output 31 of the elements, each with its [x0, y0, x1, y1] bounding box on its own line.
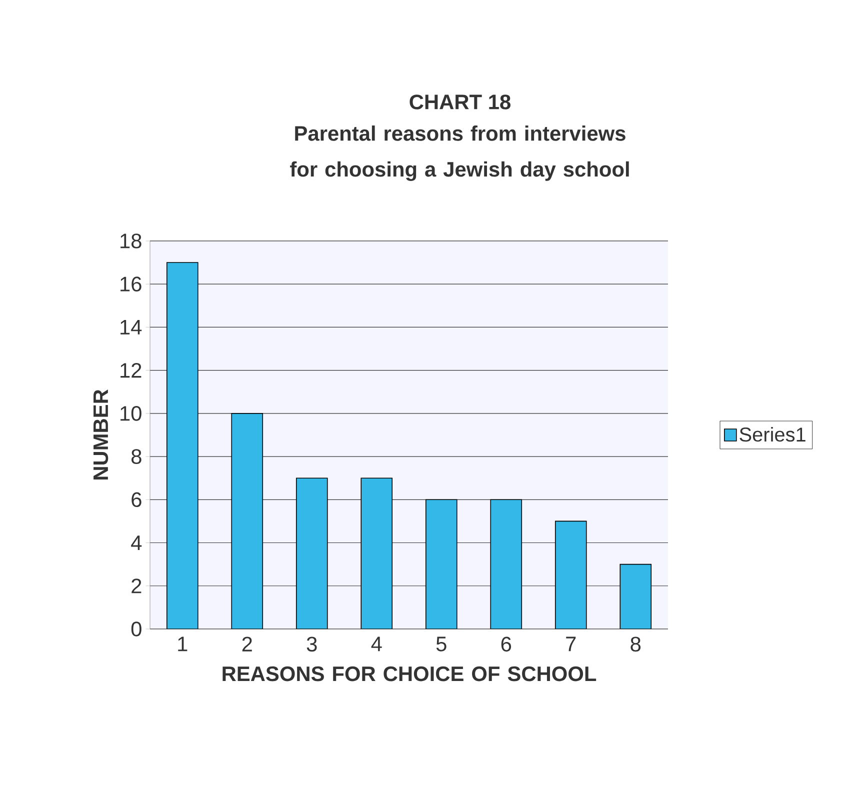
y-tick-label: 6	[132, 492, 142, 508]
y-tick-label: 18	[120, 234, 142, 248]
y-tick-label: 14	[120, 320, 142, 334]
chart-title: CHART 18	[410, 94, 510, 110]
y-tick-label: 12	[120, 363, 142, 378]
x-axis-title: REASONS FOR CHOICE OF SCHOOL	[222, 666, 596, 682]
x-tick-label: 3	[306, 636, 317, 652]
y-tick-label: 4	[131, 536, 142, 550]
bar	[425, 499, 458, 629]
chart-subtitle: Parental reasons from interviews for choosing a Jewish day school	[290, 126, 629, 181]
y-tick-label: 0	[131, 622, 142, 636]
y-axis-title: NUMBER	[94, 390, 108, 480]
x-tick-label: 2	[242, 636, 252, 652]
bar	[554, 520, 587, 629]
x-tick-label: 7	[566, 636, 576, 652]
x-tick-label: 8	[630, 636, 641, 652]
bar	[166, 262, 198, 629]
y-tick-label: 10	[120, 406, 142, 421]
bar	[490, 499, 522, 629]
x-tick-label: 1	[178, 636, 188, 652]
bar	[360, 478, 393, 629]
legend-label: Series1	[740, 427, 806, 442]
y-tick-label: 2	[132, 578, 142, 594]
x-tick-label: 5	[436, 636, 446, 652]
bar	[620, 564, 652, 629]
x-tick-label: 6	[501, 636, 512, 652]
bar	[296, 478, 328, 629]
x-tick-label: 4	[371, 636, 382, 652]
y-tick-label: 8	[132, 449, 142, 464]
y-tick-label: 16	[120, 276, 142, 292]
bar	[231, 413, 264, 629]
